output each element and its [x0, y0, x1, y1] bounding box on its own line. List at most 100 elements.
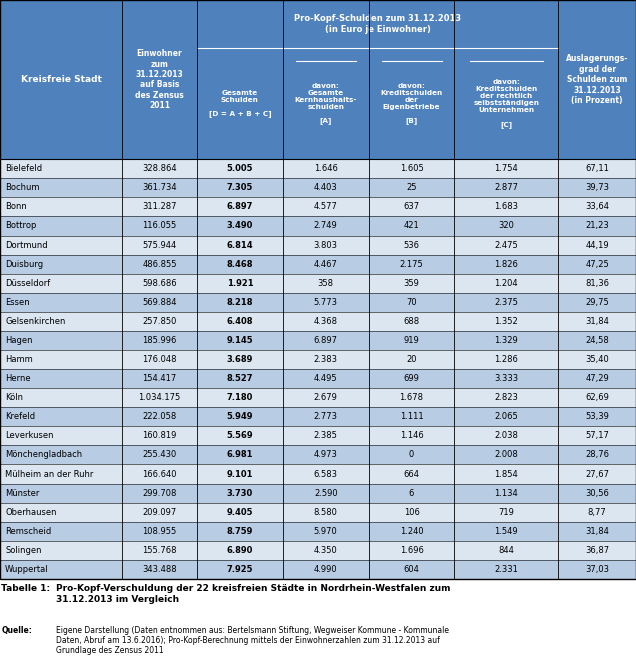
Text: 31,84: 31,84	[585, 317, 609, 326]
Text: 604: 604	[404, 565, 420, 574]
Bar	[283, 484, 369, 503]
Text: Pro-Kopf-Schulden zum 31.12.2013
(in Euro je Einwohner): Pro-Kopf-Schulden zum 31.12.2013 (in Eur…	[294, 14, 461, 33]
Bar	[558, 350, 636, 369]
Text: 3.730: 3.730	[227, 489, 253, 498]
Bar	[197, 178, 283, 197]
Text: Düsseldorf: Düsseldorf	[5, 279, 50, 287]
Bar	[558, 159, 636, 178]
Bar	[283, 178, 369, 197]
Bar	[455, 464, 558, 484]
Bar	[0, 484, 122, 503]
Text: Kreisfreie Stadt: Kreisfreie Stadt	[21, 75, 102, 84]
Bar	[0, 369, 122, 388]
Bar	[369, 273, 455, 293]
Bar	[122, 273, 197, 293]
Bar	[197, 484, 283, 503]
Bar	[455, 522, 558, 541]
Text: 33,64: 33,64	[585, 202, 609, 211]
Bar	[455, 446, 558, 464]
Bar	[122, 0, 197, 159]
Bar	[455, 159, 558, 178]
Bar	[369, 369, 455, 388]
Text: 5.949: 5.949	[226, 412, 253, 422]
Text: 1.854: 1.854	[494, 470, 518, 478]
Bar	[122, 293, 197, 312]
Text: 35,40: 35,40	[585, 355, 609, 364]
Text: 5.569: 5.569	[226, 432, 253, 440]
Bar	[455, 273, 558, 293]
Bar	[283, 560, 369, 579]
Text: Leverkusen: Leverkusen	[5, 432, 53, 440]
Bar	[283, 408, 369, 426]
Bar	[369, 350, 455, 369]
Bar	[558, 503, 636, 522]
Text: 8.580: 8.580	[314, 508, 338, 517]
Bar	[0, 560, 122, 579]
Text: Köln: Köln	[5, 394, 23, 402]
Text: 8.218: 8.218	[226, 297, 253, 307]
Bar	[369, 197, 455, 217]
Text: 6.981: 6.981	[226, 450, 253, 460]
Text: 47,25: 47,25	[585, 259, 609, 269]
Text: 1.134: 1.134	[494, 489, 518, 498]
Text: Wuppertal: Wuppertal	[5, 565, 49, 574]
Text: 160.819: 160.819	[142, 432, 177, 440]
Bar	[455, 369, 558, 388]
Bar	[455, 178, 558, 197]
Bar	[0, 235, 122, 255]
Text: 5.773: 5.773	[314, 297, 338, 307]
Bar	[455, 331, 558, 350]
Text: Herne: Herne	[5, 374, 31, 383]
Text: 569.884: 569.884	[142, 297, 177, 307]
Text: 209.097: 209.097	[142, 508, 177, 517]
Text: Mülheim an der Ruhr: Mülheim an der Ruhr	[5, 470, 93, 478]
Text: 299.708: 299.708	[142, 489, 177, 498]
Text: 359: 359	[404, 279, 420, 287]
Bar	[369, 293, 455, 312]
Text: 4.973: 4.973	[314, 450, 338, 460]
Bar	[558, 293, 636, 312]
Text: 24,58: 24,58	[585, 336, 609, 345]
Text: Solingen: Solingen	[5, 546, 41, 555]
Text: 2.065: 2.065	[494, 412, 518, 422]
Text: 6: 6	[409, 489, 414, 498]
Text: Quelle:: Quelle:	[1, 626, 32, 634]
Text: 2.877: 2.877	[494, 183, 518, 192]
Text: Pro-Kopf-Verschuldung der 22 kreisfreien Städte in Nordrhein-Westfalen zum
31.12: Pro-Kopf-Verschuldung der 22 kreisfreien…	[56, 584, 450, 604]
Bar	[0, 446, 122, 464]
Text: 106: 106	[404, 508, 420, 517]
Text: Tabelle 1:: Tabelle 1:	[1, 584, 50, 593]
Bar	[0, 255, 122, 273]
Bar	[197, 503, 283, 522]
Bar	[455, 426, 558, 446]
Bar	[283, 255, 369, 273]
Text: 166.640: 166.640	[142, 470, 177, 478]
Text: 36,87: 36,87	[585, 546, 609, 555]
Text: 4.350: 4.350	[314, 546, 338, 555]
Text: 81,36: 81,36	[585, 279, 609, 287]
Text: 30,56: 30,56	[585, 489, 609, 498]
Text: 1.683: 1.683	[494, 202, 518, 211]
Bar	[369, 503, 455, 522]
Bar	[0, 331, 122, 350]
Bar	[122, 159, 197, 178]
Bar	[455, 560, 558, 579]
Bar	[0, 0, 122, 159]
Bar	[558, 178, 636, 197]
Bar	[455, 388, 558, 408]
Bar	[122, 312, 197, 331]
Bar	[369, 388, 455, 408]
Bar	[122, 522, 197, 541]
Text: 844: 844	[499, 546, 515, 555]
Bar	[197, 560, 283, 579]
Bar	[122, 426, 197, 446]
Text: 8,77: 8,77	[588, 508, 607, 517]
Bar	[369, 235, 455, 255]
Text: 699: 699	[404, 374, 420, 383]
Bar	[369, 217, 455, 235]
Bar	[558, 388, 636, 408]
Bar	[558, 255, 636, 273]
Bar	[197, 369, 283, 388]
Bar	[455, 484, 558, 503]
Text: 62,69: 62,69	[585, 394, 609, 402]
